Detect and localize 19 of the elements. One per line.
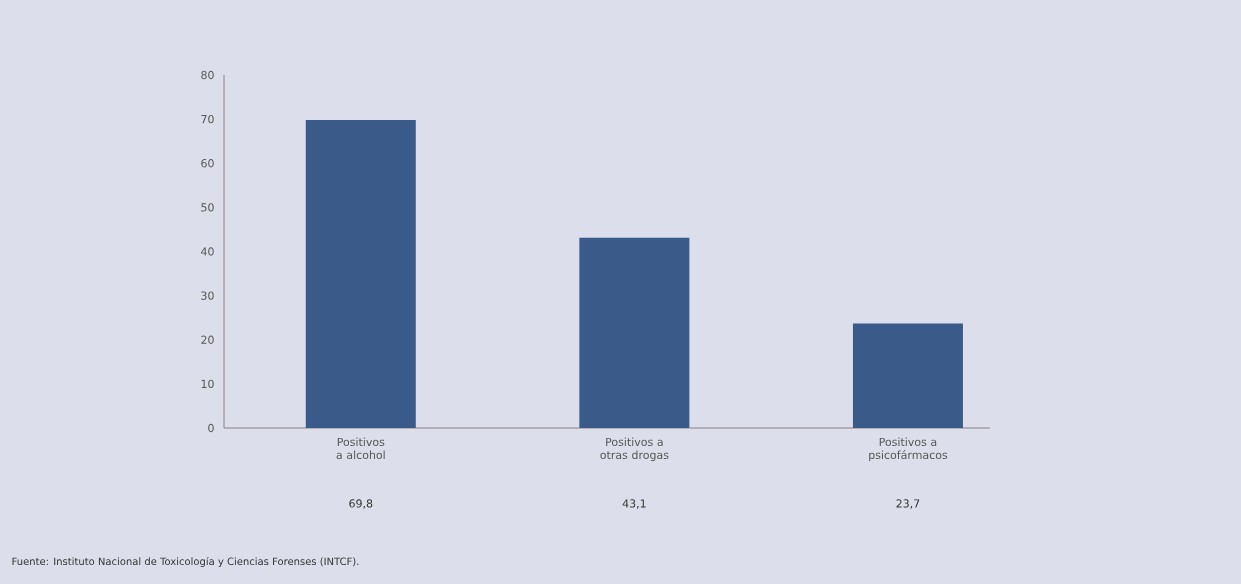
bar — [852, 323, 963, 428]
y-tick-label: 10 — [201, 379, 214, 389]
y-tick-label: 60 — [201, 159, 214, 168]
bar — [305, 120, 416, 428]
y-tick-label: 80 — [201, 70, 214, 80]
data-label: 69,8 — [349, 499, 373, 509]
y-tick-label: 50 — [201, 203, 214, 212]
bar — [579, 237, 690, 428]
x-tick-label: Positivos a alcohol — [336, 437, 385, 460]
y-tick-label: 20 — [201, 335, 214, 344]
source-note: Fuente: Instituto Nacional de Toxicología y Ciencias Forenses (INTCF). — [12, 556, 359, 568]
x-tick-label: Positivos a otras drogas — [600, 437, 669, 462]
x-tick-label: Positivos a psicofármacos — [869, 437, 948, 462]
data-label: 43,1 — [622, 499, 646, 509]
y-tick-label: 70 — [201, 114, 214, 124]
data-label: 23,7 — [896, 499, 920, 509]
y-tick-label: 0 — [208, 423, 214, 433]
y-tick-label: 30 — [201, 291, 214, 300]
y-tick-label: 40 — [201, 247, 214, 256]
